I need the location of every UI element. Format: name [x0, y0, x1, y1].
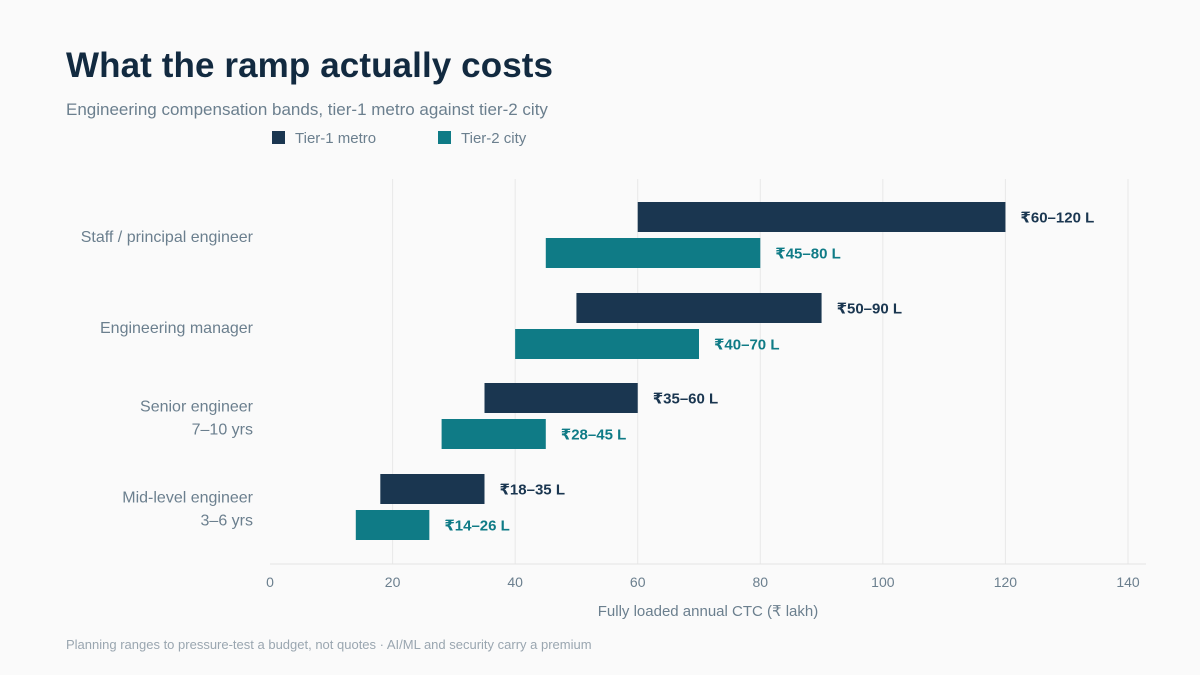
- category-label: Staff / principal engineer: [81, 229, 254, 246]
- x-tick-label: 60: [630, 574, 646, 590]
- bar-value-label: ₹18–35 L: [500, 482, 565, 499]
- x-tick-label: 80: [752, 574, 768, 590]
- range-bar: [380, 474, 485, 504]
- category-label: 7–10 yrs: [192, 422, 253, 439]
- legend-label: Tier-2 city: [461, 130, 527, 147]
- legend-swatch: [438, 131, 451, 144]
- bar-value-label: ₹60–120 L: [1020, 210, 1094, 227]
- x-axis-title: Fully loaded annual CTC (₹ lakh): [598, 603, 818, 620]
- bar-value-label: ₹50–90 L: [837, 301, 902, 318]
- bar-value-label: ₹45–80 L: [775, 246, 840, 263]
- bar-value-label: ₹28–45 L: [561, 427, 626, 444]
- category-label: Mid-level engineer: [122, 490, 253, 507]
- range-bar: [355, 510, 430, 540]
- legend-swatch: [272, 131, 285, 144]
- chart-subtitle: Engineering compensation bands, tier-1 m…: [66, 100, 548, 119]
- x-tick-label: 0: [266, 574, 274, 590]
- x-tick-label: 120: [994, 574, 1018, 590]
- category-label: Senior engineer: [140, 399, 254, 416]
- x-tick-label: 40: [507, 574, 523, 590]
- range-bar: [545, 238, 761, 268]
- bar-value-label: ₹35–60 L: [653, 391, 718, 408]
- x-tick-label: 100: [871, 574, 895, 590]
- range-bar: [484, 383, 638, 413]
- category-label: 3–6 yrs: [201, 513, 253, 530]
- bar-value-label: ₹40–70 L: [714, 337, 779, 354]
- x-tick-label: 140: [1116, 574, 1140, 590]
- category-label: Engineering manager: [100, 320, 254, 337]
- footnote: Planning ranges to pressure-test a budge…: [66, 637, 592, 652]
- range-bar: [441, 419, 546, 449]
- bar-value-label: ₹14–26 L: [444, 518, 509, 535]
- x-tick-label: 20: [385, 574, 401, 590]
- legend-label: Tier-1 metro: [295, 130, 376, 147]
- chart-title: What the ramp actually costs: [66, 46, 554, 85]
- range-bar: [515, 329, 699, 359]
- range-bar: [637, 202, 1006, 232]
- range-bar: [576, 293, 822, 323]
